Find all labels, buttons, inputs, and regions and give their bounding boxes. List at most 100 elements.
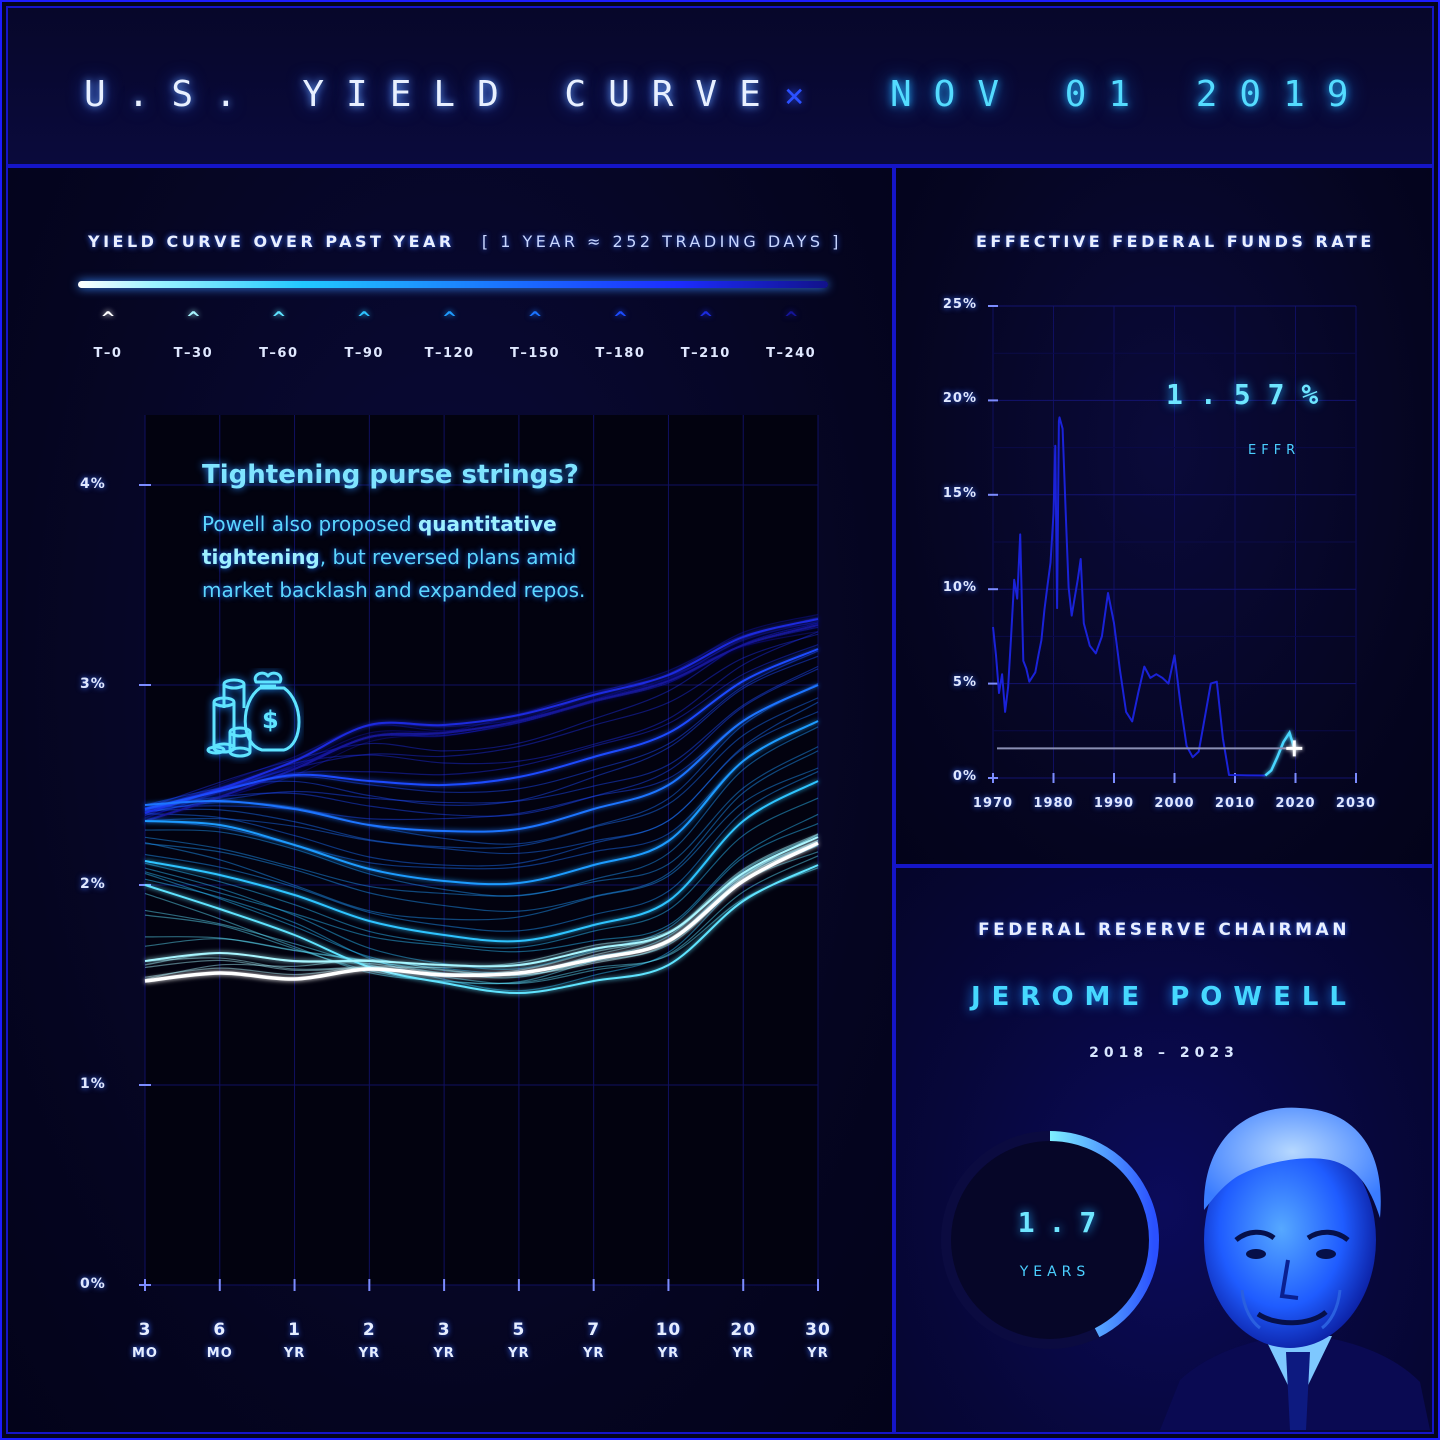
yield-ribbon-line: [144, 750, 819, 913]
yield-series-line: [144, 648, 819, 810]
yield-x-tick-unit: MO: [132, 1346, 158, 1361]
legend-label: T–120: [424, 346, 475, 361]
legend-label: T–60: [259, 346, 299, 361]
yield-x-tick-unit: YR: [358, 1346, 381, 1361]
legend-label: T–30: [173, 346, 214, 361]
yield-x-tick-number: 10: [655, 1320, 682, 1340]
yield-ribbon-line: [144, 711, 819, 867]
yield-series-line: [144, 720, 819, 886]
yield-x-tick-unit: MO: [206, 1346, 233, 1361]
legend-item: ^ T–60: [239, 308, 319, 362]
legend-item: ^ T–210: [666, 308, 746, 362]
yield-x-tick-unit: YR: [582, 1346, 605, 1361]
yield-x-tick-unit: YR: [433, 1346, 455, 1361]
header-panel: [6, 6, 1434, 166]
yield-x-tick-number: 20: [730, 1320, 757, 1340]
yield-y-tick-label: 3%: [80, 676, 106, 692]
yield-x-tick-number: 3: [138, 1320, 152, 1340]
effr-x-tick-label: 2020: [1275, 796, 1316, 811]
annotation-text: Powell also proposed: [202, 512, 418, 536]
yield-x-tick-number: 1: [288, 1320, 301, 1340]
page-date: NOV 01 2019: [890, 74, 1371, 115]
yield-ribbon-line: [144, 746, 819, 897]
effr-y-tick-label: 0%: [952, 769, 977, 784]
tenure-label: YEARS: [1019, 1264, 1091, 1280]
yield-y-tick-label: 1%: [80, 1076, 106, 1092]
page-title: U.S. YIELD CURVE: [84, 74, 783, 115]
effr-current-value: 1.57%: [1166, 378, 1336, 411]
chevron-up-icon: ^: [185, 308, 201, 329]
yield-y-tick-label: 4%: [80, 476, 106, 492]
yield-x-tick-number: 2: [362, 1320, 376, 1340]
yield-series-line: [144, 684, 819, 833]
yield-x-tick-label: 6 MO: [190, 1320, 250, 1361]
yield-x-tick-label: 7 YR: [564, 1320, 624, 1361]
effr-x-tick-label: 1990: [1093, 796, 1135, 811]
yield-x-tick-number: 3: [437, 1320, 451, 1340]
effr-y-tick-label: 25%: [942, 297, 977, 312]
legend-item: ^ T–240: [751, 308, 831, 362]
yield-series-line: [144, 780, 819, 943]
legend-item: ^ T–90: [324, 308, 404, 362]
legend-label: T–210: [680, 346, 731, 361]
effr-y-tick-label: 5%: [952, 674, 977, 690]
effr-x-tick-label: 2010: [1214, 796, 1256, 811]
legend-item: ^ T–150: [495, 310, 575, 362]
legend-label: T–180: [595, 346, 646, 361]
yield-panel-title: YIELD CURVE OVER PAST YEAR [ 1 YEAR ≈ 25…: [88, 232, 842, 251]
yield-subtitle: [ 1 YEAR ≈ 252 TRADING DAYS ]: [481, 232, 842, 251]
effr-panel-title: EFFECTIVE FEDERAL FUNDS RATE: [976, 232, 1375, 251]
yield-ribbon-line: [144, 697, 819, 849]
legend-item: ^ T–0: [68, 308, 148, 362]
crosshair-icon: [1286, 740, 1303, 757]
legend-label: T–0: [93, 346, 123, 361]
yield-title: YIELD CURVE OVER PAST YEAR: [88, 232, 455, 251]
fed-chair-term: 2018 – 2023: [1089, 1045, 1239, 1061]
legend-label: T–240: [766, 346, 817, 361]
chevron-up-icon: ^: [783, 308, 799, 329]
legend-item: ^ T–30: [153, 308, 233, 362]
svg-text:$: $: [262, 706, 279, 734]
yield-x-tick-unit: YR: [508, 1346, 530, 1361]
yield-ribbon-line: [144, 630, 819, 816]
yield-x-tick-label: 2 YR: [339, 1320, 399, 1361]
yield-series-line: [144, 624, 819, 822]
yield-ribbon-line: [144, 844, 819, 992]
annotation: Tightening purse strings? Powell also pr…: [202, 460, 622, 607]
yield-ribbon-line: [144, 622, 819, 811]
separator-icon: ×: [784, 76, 827, 116]
legend-label: T–90: [344, 346, 384, 361]
yield-x-tick-label: 5 YR: [489, 1320, 549, 1361]
legend-item: ^ T–120: [410, 308, 490, 362]
yield-y-tick-label: 2%: [80, 876, 106, 892]
yield-ribbon-line: [144, 668, 819, 817]
yield-series-line: [144, 618, 819, 814]
yield-ribbon-line: [144, 813, 819, 953]
tenure-ring: [941, 1131, 1159, 1349]
annotation-body: Powell also proposed quantitative tighte…: [202, 508, 622, 607]
yield-series-line: [144, 864, 819, 995]
yield-ribbon-line: [144, 633, 819, 811]
chairman-portrait-icon: [1160, 1107, 1430, 1430]
yield-x-tick-label: 3 MO: [115, 1320, 175, 1361]
yield-x-tick-label: 10 YR: [638, 1320, 698, 1361]
yield-ribbon-line: [144, 797, 819, 949]
yield-x-tick-unit: YR: [732, 1346, 754, 1361]
chevron-up-icon: ^: [442, 308, 458, 329]
effr-x-tick-label: 1980: [1033, 796, 1074, 811]
yield-ribbon-line: [144, 822, 819, 970]
chevron-up-icon: ^: [356, 308, 372, 329]
chevron-up-icon: ^: [698, 308, 714, 329]
effr-y-tick-label: 10%: [942, 580, 977, 596]
yield-x-tick-number: 7: [587, 1320, 601, 1340]
effr-y-tick-label: 20%: [942, 391, 977, 407]
chevron-up-icon: ^: [612, 308, 628, 329]
chevron-up-icon: ^: [271, 308, 287, 329]
chevron-up-icon: ^: [100, 308, 116, 329]
yield-ribbon-line: [144, 855, 819, 985]
yield-ribbon-line: [144, 867, 819, 985]
yield-ribbon-line: [144, 665, 819, 814]
tenure-value: 1.7: [1017, 1206, 1111, 1239]
